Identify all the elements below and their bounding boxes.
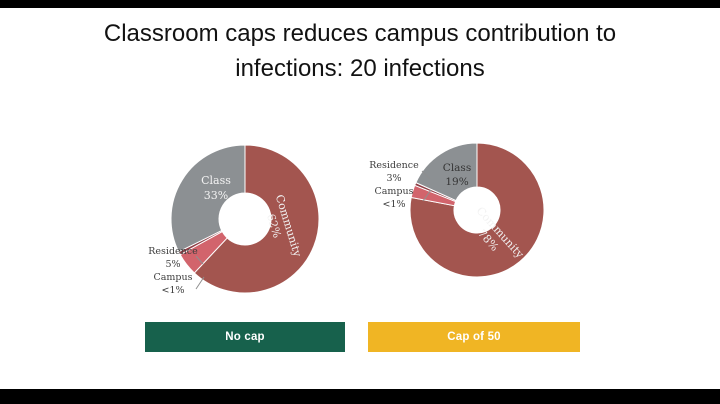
outside-slice-labels: Residence 5% Campus <1%	[146, 245, 200, 297]
letterbox-top	[0, 0, 720, 8]
slice-class	[415, 142, 478, 202]
campus-slice-name: Campus	[374, 186, 414, 197]
slide-title: Classroom caps reduces campus contributi…	[0, 16, 720, 86]
residence-slice-pct: 5%	[165, 259, 181, 270]
title-line-1: Classroom caps reduces campus contributi…	[103, 20, 617, 47]
no-cap-label-text: No cap	[225, 331, 265, 343]
cap-50-donut	[409, 142, 545, 278]
residence-slice-name: Residence	[148, 246, 198, 257]
campus-slice-pct: <1%	[382, 199, 406, 210]
residence-slice-name: Residence	[369, 160, 419, 171]
campus-slice-name: Campus	[153, 272, 193, 283]
donut-chart-no-cap: Class 33% Community 62% Residence 5% Cam…	[140, 140, 360, 310]
cap-50-label-text: Cap of 50	[447, 331, 501, 343]
outside-slice-labels: Residence 3% Campus <1%	[365, 159, 423, 211]
slice-community	[409, 142, 545, 278]
donut-chart-cap-50: Class 19% Community 78% Residence 3% Cam…	[355, 130, 595, 295]
slice-class	[170, 144, 246, 253]
campus-slice-pct: <1%	[161, 285, 185, 296]
class-slice-label: Class 33%	[186, 173, 246, 203]
no-cap-donut	[170, 144, 320, 294]
class-slice-pct: 19%	[445, 176, 469, 188]
class-slice-label: Class 19%	[429, 161, 485, 189]
cap-50-label-button: Cap of 50	[368, 322, 580, 352]
slice-community	[193, 144, 320, 294]
letterbox-bottom	[0, 389, 720, 404]
class-slice-pct: 33%	[203, 189, 229, 202]
no-cap-label-button: No cap	[145, 322, 345, 352]
title-line-2: infections: 20 infections	[235, 55, 485, 82]
residence-slice-pct: 3%	[386, 173, 402, 184]
class-slice-name: Class	[201, 174, 231, 187]
class-slice-name: Class	[442, 162, 472, 174]
